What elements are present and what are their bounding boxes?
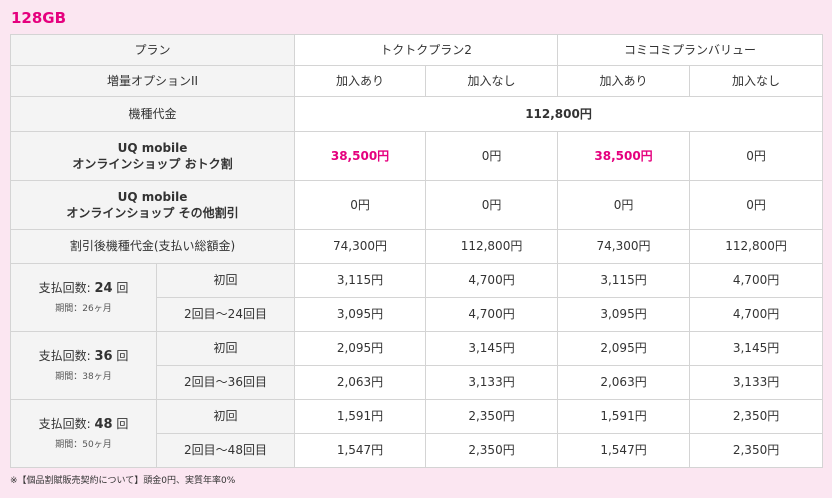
device-price-value: 112,800円	[294, 96, 824, 132]
payment-value: 2,350円	[689, 399, 824, 434]
rest-payment-label: 2回目〜24回目	[155, 297, 296, 332]
payment-value: 4,700円	[689, 263, 824, 298]
plan-label: プラン	[9, 34, 296, 66]
footnote: ※【個品割賦販売契約について】頭金0円、実質年率0%	[10, 476, 236, 486]
payment-value: 1,547円	[294, 433, 427, 468]
capacity-title: 128GB	[11, 9, 67, 27]
otoku-label-line2: オンラインショップ おトク割	[72, 157, 233, 171]
payment-count-cell: 支払回数: 24 回 期間：26ヶ月	[10, 263, 157, 332]
option-nojoin: 加入なし	[425, 65, 559, 97]
other-label-line2: オンラインショップ その他割引	[66, 206, 239, 220]
first-payment-label: 初回	[155, 263, 296, 298]
payment-value: 3,115円	[557, 263, 691, 298]
device-price-label: 機種代金	[9, 96, 296, 132]
payment-prefix: 支払回数:	[38, 348, 95, 363]
payment-value: 3,133円	[689, 365, 824, 400]
after-discount-value: 112,800円	[425, 229, 559, 264]
payment-value: 4,700円	[689, 297, 824, 332]
payment-48-first-row: 支払回数: 48 回 期間：50ヶ月 初回 1,591円 2,350円 1,59…	[10, 399, 824, 468]
payment-48-rest-row: 2回目〜48回目 1,547円 2,350円 1,547円 2,350円	[11, 433, 824, 468]
after-discount-value: 112,800円	[689, 229, 824, 264]
after-discount-value: 74,300円	[557, 229, 691, 264]
plan1-header: トクトクプラン2	[294, 34, 559, 66]
after-discount-value: 74,300円	[294, 229, 427, 264]
otoku-discount-label: UQ mobile オンラインショップ おトク割	[9, 131, 296, 181]
first-payment-label: 初回	[155, 399, 296, 434]
plan-row: プラン トクトクプラン2 コミコミプランバリュー	[9, 34, 824, 66]
otoku-value: 0円	[425, 131, 559, 181]
payment-value: 1,591円	[557, 399, 691, 434]
payment-value: 1,591円	[294, 399, 427, 434]
other-label-line1: UQ mobile	[117, 189, 188, 204]
rest-payment-label: 2回目〜48回目	[155, 433, 296, 468]
payment-value: 1,547円	[557, 433, 691, 468]
payment-prefix: 支払回数:	[38, 280, 95, 295]
payment-count-cell: 支払回数: 48 回 期間：50ヶ月	[10, 399, 157, 468]
payment-36-first-row: 支払回数: 36 回 期間：38ヶ月 初回 2,095円 3,145円 2,09…	[10, 331, 824, 400]
payment-value: 2,350円	[425, 399, 559, 434]
option-join: 加入あり	[557, 65, 691, 97]
payment-24-rest-row: 2回目〜24回目 3,095円 4,700円 3,095円 4,700円	[11, 297, 824, 332]
payment-period: 期間：26ヶ月	[55, 304, 112, 315]
payment-period: 期間：50ヶ月	[55, 440, 112, 451]
payment-value: 3,095円	[557, 297, 691, 332]
otoku-value: 38,500円	[294, 131, 427, 181]
payment-period: 期間：38ヶ月	[55, 372, 112, 383]
option-label: 増量オプションII	[9, 65, 296, 97]
price-table: プラン トクトクプラン2 コミコミプランバリュー 増量オプションII 加入あり …	[9, 34, 824, 468]
payment-24-first-row: 支払回数: 24 回 期間：26ヶ月 初回 3,115円 4,700円 3,11…	[10, 263, 824, 332]
payment-suffix: 回	[112, 348, 129, 363]
payment-value: 3,095円	[294, 297, 427, 332]
other-value: 0円	[557, 180, 691, 230]
payment-suffix: 回	[112, 416, 129, 431]
payment-value: 2,063円	[294, 365, 427, 400]
otoku-value: 38,500円	[557, 131, 691, 181]
option-join: 加入あり	[294, 65, 427, 97]
payment-value: 4,700円	[425, 297, 559, 332]
payment-value: 4,700円	[425, 263, 559, 298]
payment-value: 2,095円	[557, 331, 691, 366]
payment-value: 3,145円	[689, 331, 824, 366]
payment-count-cell: 支払回数: 36 回 期間：38ヶ月	[10, 331, 157, 400]
option-nojoin: 加入なし	[689, 65, 824, 97]
payment-value: 3,115円	[294, 263, 427, 298]
payment-value: 2,063円	[557, 365, 691, 400]
payment-value: 2,350円	[689, 433, 824, 468]
payment-value: 2,350円	[425, 433, 559, 468]
payment-36-rest-row: 2回目〜36回目 2,063円 3,133円 2,063円 3,133円	[11, 365, 824, 400]
other-discount-label: UQ mobile オンラインショップ その他割引	[9, 180, 296, 230]
payment-count: 48	[94, 416, 113, 432]
otoku-value: 0円	[689, 131, 824, 181]
first-payment-label: 初回	[155, 331, 296, 366]
plan2-header: コミコミプランバリュー	[557, 34, 824, 66]
otoku-label-line1: UQ mobile	[117, 140, 188, 155]
other-value: 0円	[425, 180, 559, 230]
other-value: 0円	[689, 180, 824, 230]
payment-value: 2,095円	[294, 331, 427, 366]
payment-suffix: 回	[112, 280, 129, 295]
after-discount-label: 割引後機種代金(支払い総額金)	[9, 229, 296, 264]
otoku-discount-row: UQ mobile オンラインショップ おトク割 38,500円 0円 38,5…	[9, 131, 824, 181]
payment-prefix: 支払回数:	[38, 416, 95, 431]
other-value: 0円	[294, 180, 427, 230]
rest-payment-label: 2回目〜36回目	[155, 365, 296, 400]
payment-value: 3,145円	[425, 331, 559, 366]
payment-value: 3,133円	[425, 365, 559, 400]
option-row: 増量オプションII 加入あり 加入なし 加入あり 加入なし	[9, 65, 824, 97]
after-discount-row: 割引後機種代金(支払い総額金) 74,300円 112,800円 74,300円…	[9, 229, 824, 264]
device-price-row: 機種代金 112,800円	[9, 96, 824, 132]
other-discount-row: UQ mobile オンラインショップ その他割引 0円 0円 0円 0円	[9, 180, 824, 230]
payment-count: 24	[94, 280, 113, 296]
payment-count: 36	[94, 348, 113, 364]
